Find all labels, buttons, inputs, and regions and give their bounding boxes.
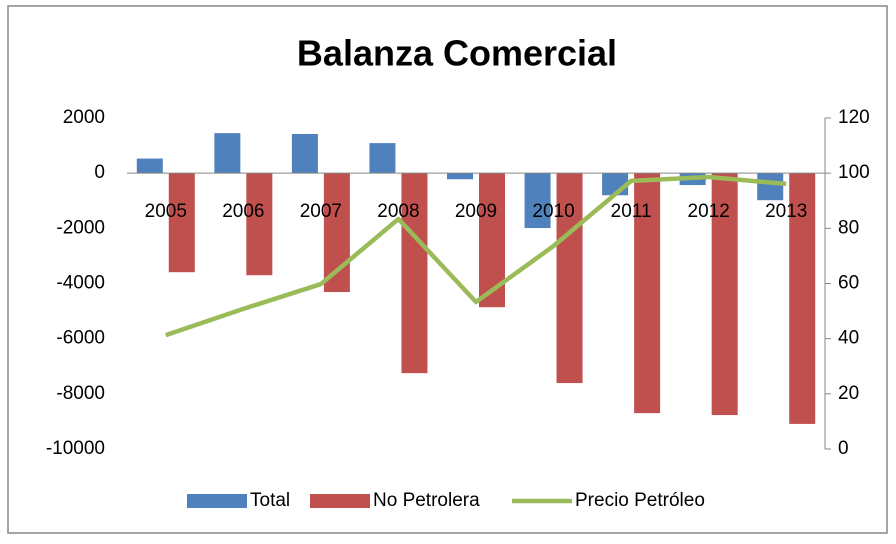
- bar: [711, 173, 738, 416]
- bar: [479, 173, 505, 308]
- legend-label: No Petrolera: [373, 490, 480, 511]
- y2-tick-label: 0: [838, 438, 849, 459]
- y-tick-label: 2000: [63, 107, 105, 128]
- bar: [214, 133, 241, 174]
- y2-tick-label: 120: [838, 107, 870, 128]
- x-tick-label: 2010: [532, 201, 574, 222]
- bar: [246, 173, 273, 276]
- bar: [556, 173, 583, 384]
- bar: [757, 173, 784, 201]
- line: [165, 174, 787, 338]
- y-tick-label: -8000: [56, 383, 105, 404]
- bar: [447, 173, 473, 180]
- y2-tick-label: 100: [838, 162, 870, 183]
- bar: [291, 133, 318, 174]
- bar: [136, 158, 163, 174]
- y2-tick-label: 80: [838, 217, 859, 238]
- x-tick-label: 2011: [611, 201, 652, 222]
- x-tick-label: 2008: [377, 201, 419, 222]
- x-tick-label: 2013: [765, 201, 807, 222]
- legend-label: Total: [250, 490, 290, 511]
- y-tick-label: -10000: [46, 438, 105, 459]
- x-tick-label: 2006: [222, 201, 264, 222]
- x-tick-label: 2012: [688, 201, 730, 222]
- bar: [168, 173, 195, 273]
- legend-swatch: [187, 494, 247, 508]
- legend-label: Precio Petróleo: [575, 490, 705, 511]
- bar: [789, 173, 816, 424]
- bar: [369, 143, 396, 174]
- y-tick-label: -4000: [56, 273, 105, 294]
- x-tick-label: 2007: [300, 201, 342, 222]
- y-tick-label: 0: [94, 162, 105, 183]
- y2-tick-label: 20: [838, 383, 859, 404]
- chart-title: Balanza Comercial: [297, 33, 617, 74]
- bar: [401, 173, 428, 374]
- x-tick-label: 2005: [145, 201, 187, 222]
- bar: [524, 173, 551, 229]
- x-tick-label: 2009: [455, 201, 497, 222]
- y2-tick-label: 60: [838, 273, 859, 294]
- y-tick-label: -6000: [56, 328, 105, 349]
- bar: [634, 173, 661, 414]
- bar: [323, 173, 350, 293]
- y2-tick-label: 40: [838, 328, 859, 349]
- legend-swatch: [310, 494, 370, 508]
- y-tick-label: -2000: [56, 217, 105, 238]
